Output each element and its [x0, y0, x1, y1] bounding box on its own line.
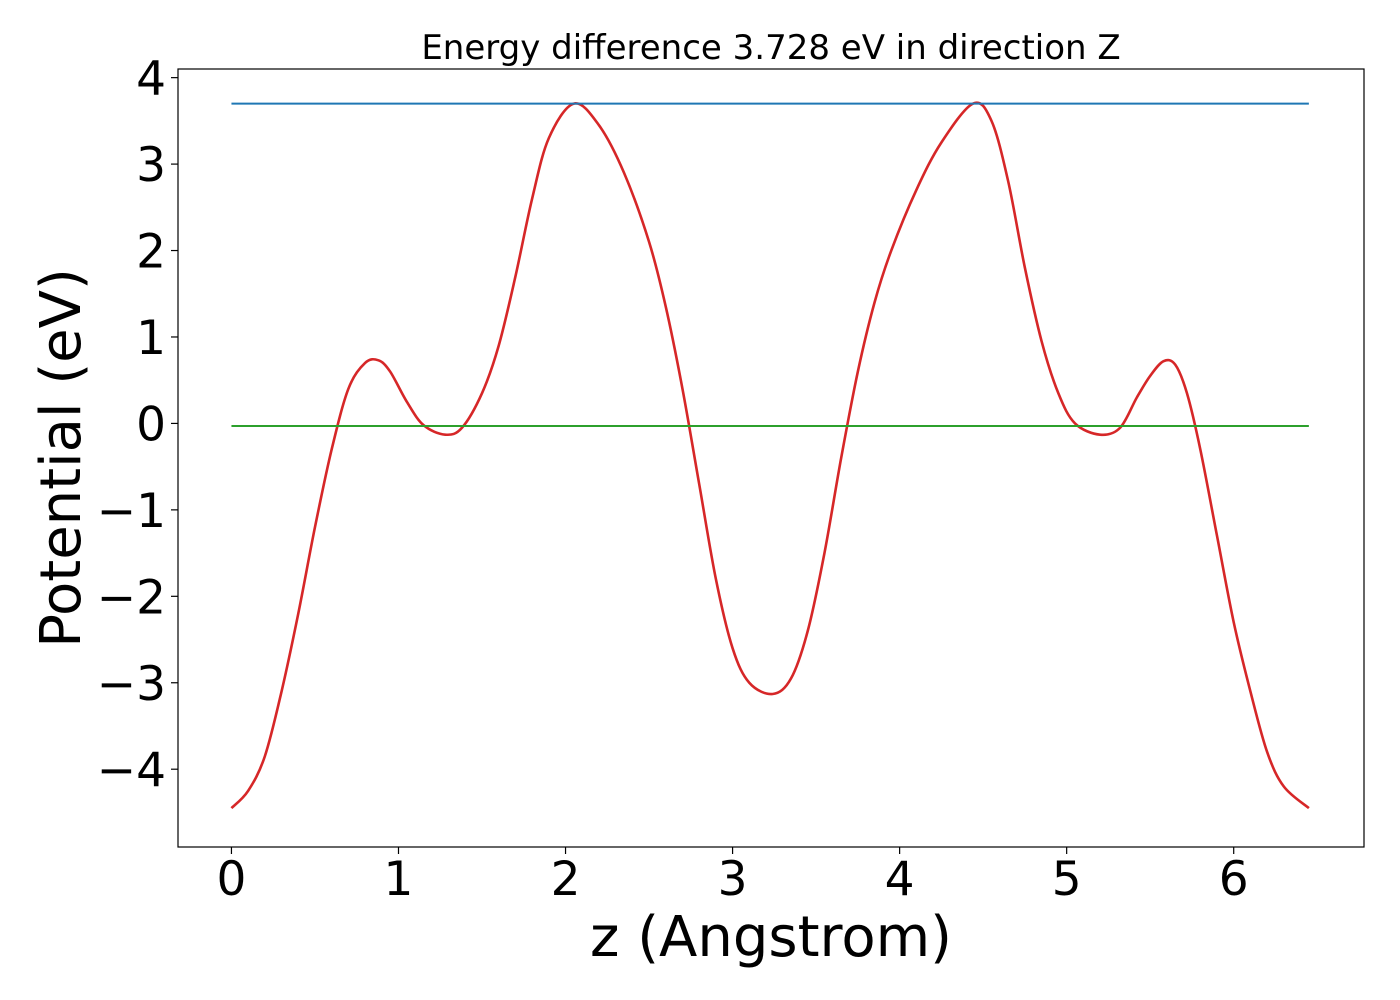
y-axis-label: Potential (eV) [29, 268, 94, 648]
y-tick-label: 0 [136, 397, 166, 452]
x-tick-label: 3 [718, 852, 748, 907]
y-tick-label: −1 [97, 484, 166, 539]
y-tick-label: 4 [136, 52, 166, 107]
x-axis-label: z (Angstrom) [590, 905, 952, 970]
x-tick-label: 0 [217, 852, 247, 907]
y-tick-label: −3 [97, 657, 166, 712]
x-tick-label: 1 [384, 852, 414, 907]
y-axis-ticks: −4 −3 −2 −1 0 1 2 3 4 [97, 52, 178, 798]
y-tick-label: 1 [136, 311, 166, 366]
y-tick-label: −4 [97, 743, 166, 798]
plot-frame [177, 68, 1365, 848]
y-tick-label: −2 [97, 570, 166, 625]
plot-area [177, 68, 1365, 848]
y-tick-label: 3 [136, 138, 166, 193]
chart-title: Energy difference 3.728 eV in direction … [421, 28, 1120, 68]
x-tick-label: 4 [885, 852, 915, 907]
potential-curve [230, 101, 1310, 810]
x-axis-ticks: 0 1 2 3 4 5 6 [217, 847, 1249, 907]
x-tick-label: 6 [1219, 852, 1249, 907]
series-group [230, 101, 1310, 810]
y-tick-label: 2 [136, 225, 166, 280]
x-tick-label: 5 [1052, 852, 1082, 907]
x-tick-label: 2 [551, 852, 581, 907]
